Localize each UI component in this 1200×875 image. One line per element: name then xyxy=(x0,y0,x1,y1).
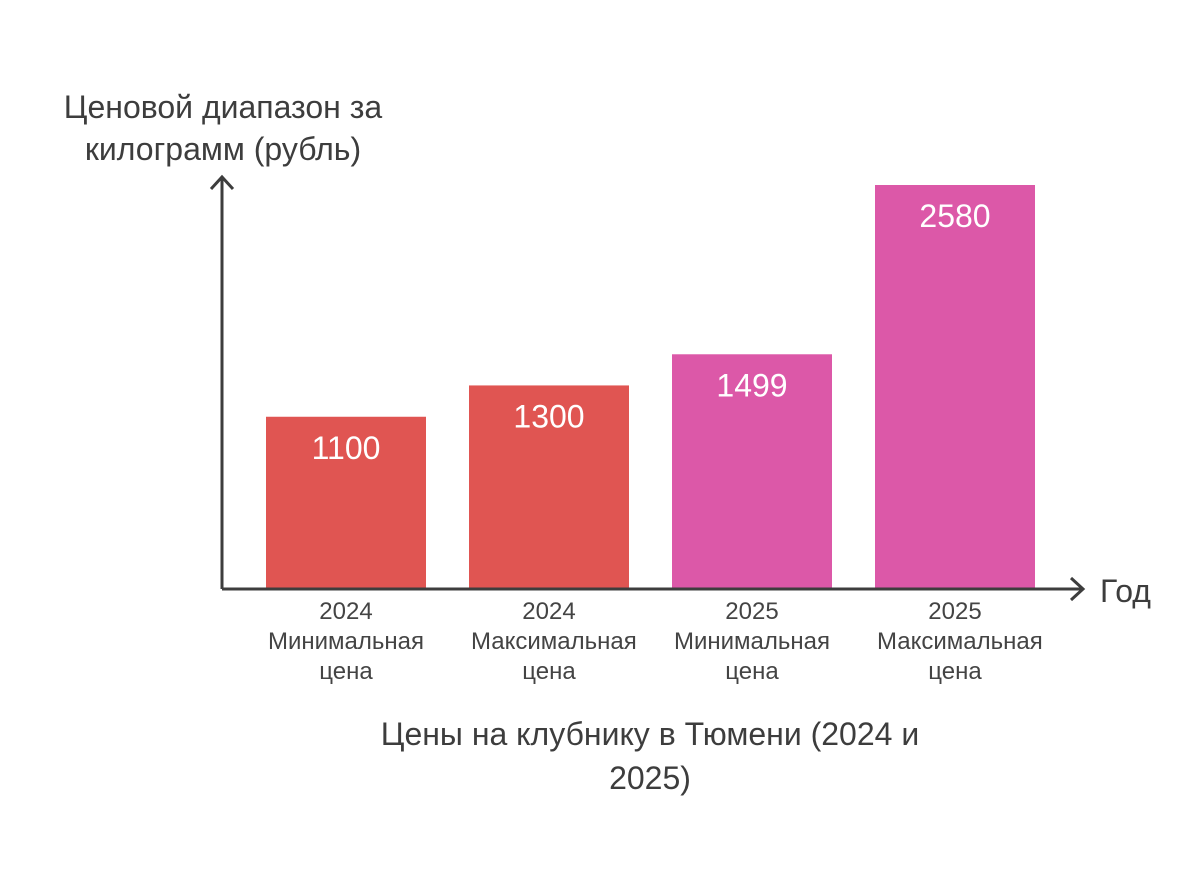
bar-value-label: 1100 xyxy=(312,430,381,466)
bar-value-label: 1300 xyxy=(513,398,584,434)
x-axis-arrow-icon xyxy=(1069,576,1086,602)
bar-4 xyxy=(875,185,1035,589)
x-tick-label: 2025 Минимальная цена xyxy=(652,597,852,687)
x-tick-label: 2024 Максимальная цена xyxy=(449,597,649,687)
bar-3 xyxy=(672,354,832,589)
tick-category: Минимальная цена xyxy=(268,628,425,685)
y-axis-label: Ценовой диапазон за килограмм (рубль) xyxy=(63,89,383,167)
x-tick-label: 2025 Максимальная цена xyxy=(855,597,1055,687)
bar-1 xyxy=(266,416,426,589)
tick-category: Максимальная цена xyxy=(471,628,637,685)
tick-year: 2025 xyxy=(725,598,779,625)
tick-year: 2024 xyxy=(319,598,373,625)
bar-2 xyxy=(469,385,629,589)
chart-title: Цены на клубнику в Тюмени (2024 и 2025) xyxy=(380,716,920,796)
bar-value-label: 1499 xyxy=(716,367,787,403)
x-tick-label: 2024 Минимальная цена xyxy=(246,597,446,687)
tick-category: Минимальная цена xyxy=(674,628,831,685)
tick-year: 2025 xyxy=(928,598,982,625)
y-axis-arrow-icon xyxy=(209,174,235,191)
x-axis-label: Год xyxy=(1100,573,1151,609)
tick-year: 2024 xyxy=(522,598,576,625)
tick-category: Максимальная цена xyxy=(877,628,1043,685)
bar-value-label: 2580 xyxy=(919,198,990,234)
